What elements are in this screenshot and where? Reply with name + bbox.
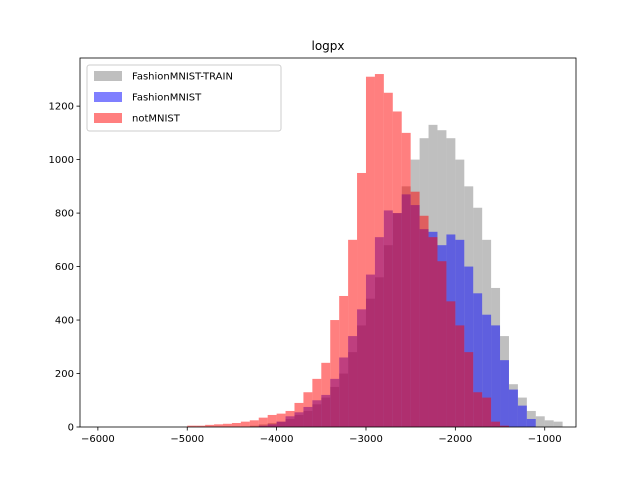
histogram-bar <box>267 414 277 427</box>
bars-layer <box>187 74 563 428</box>
x-tick-label: −5000 <box>170 434 204 445</box>
legend-swatch <box>94 113 122 123</box>
histogram-bar <box>464 266 474 427</box>
histogram-bar <box>312 378 322 427</box>
series-2 <box>187 74 509 428</box>
histogram-bar <box>294 402 304 427</box>
histogram-bar <box>365 76 375 427</box>
histogram-bar <box>500 360 509 427</box>
y-axis: 0 200 400 600 800 1000 1200 <box>49 102 80 434</box>
x-tick-label: −3000 <box>349 434 383 445</box>
histogram-bar <box>491 421 501 427</box>
histogram-bar <box>491 325 501 427</box>
histogram-bar <box>517 405 527 427</box>
histogram-bar <box>401 132 411 427</box>
histogram-bar <box>473 293 483 427</box>
histogram-bar <box>482 314 492 427</box>
histogram-bar <box>500 425 509 427</box>
y-tick-label: 800 <box>55 209 74 220</box>
histogram-bar <box>464 352 474 427</box>
x-tick-label: −6000 <box>81 434 115 445</box>
y-tick-label: 600 <box>55 262 74 273</box>
histogram-bar <box>205 424 215 427</box>
y-tick-label: 1000 <box>49 155 74 166</box>
histogram-bar <box>374 74 384 427</box>
histogram-bar <box>428 237 438 427</box>
histogram-bar <box>437 261 447 427</box>
y-tick-label: 1200 <box>49 102 74 113</box>
histogram-bar <box>339 295 349 427</box>
legend-label: notMNIST <box>132 114 181 125</box>
histogram-bar <box>276 413 286 427</box>
histogram-bar <box>473 392 483 427</box>
y-tick-label: 0 <box>68 423 74 434</box>
y-tick-label: 400 <box>55 316 74 327</box>
histogram-bar <box>383 92 393 428</box>
histogram-bar <box>240 421 250 427</box>
histogram-bar <box>214 424 223 427</box>
histogram-bar <box>392 111 402 427</box>
histogram-bar <box>187 425 197 427</box>
histogram-bar <box>482 397 492 427</box>
histogram-bar <box>285 410 295 427</box>
histogram-bar <box>455 325 465 427</box>
axes-frame <box>79 57 577 428</box>
x-tick-label: −4000 <box>260 434 294 445</box>
histogram-bar <box>357 172 366 427</box>
legend-box <box>86 64 282 132</box>
histogram-bar <box>222 423 232 427</box>
histogram-bar <box>231 422 241 427</box>
histogram-bar <box>526 418 536 427</box>
legend-label: FashionMNIST-TRAIN <box>132 72 233 83</box>
legend-swatch <box>94 92 122 102</box>
histogram-bar <box>446 301 456 427</box>
x-tick-label: −2000 <box>438 434 472 445</box>
histogram-bar <box>535 416 545 427</box>
x-tick-label: −1000 <box>528 434 562 445</box>
histogram-bar <box>553 421 563 427</box>
legend: FashionMNIST-TRAIN FashionMNIST notMNIST <box>86 64 282 132</box>
histogram-bar <box>196 425 206 427</box>
y-tick-label: 200 <box>55 369 74 380</box>
x-axis: −6000 −5000 −4000 −3000 −2000 −1000 <box>81 427 562 445</box>
histogram-bar <box>249 420 259 427</box>
histogram-bar <box>410 191 420 427</box>
histogram-bar <box>330 320 340 427</box>
histogram-bar <box>303 392 313 427</box>
legend-swatch <box>94 71 122 81</box>
histogram-bar <box>348 239 358 427</box>
histogram-bar <box>321 362 331 427</box>
histogram-bar <box>508 389 518 427</box>
histogram-bar <box>544 420 554 427</box>
histogram-bar <box>419 215 429 427</box>
chart-title: logpx <box>311 39 344 53</box>
histogram-bar <box>258 417 268 427</box>
legend-label: FashionMNIST <box>132 93 202 104</box>
